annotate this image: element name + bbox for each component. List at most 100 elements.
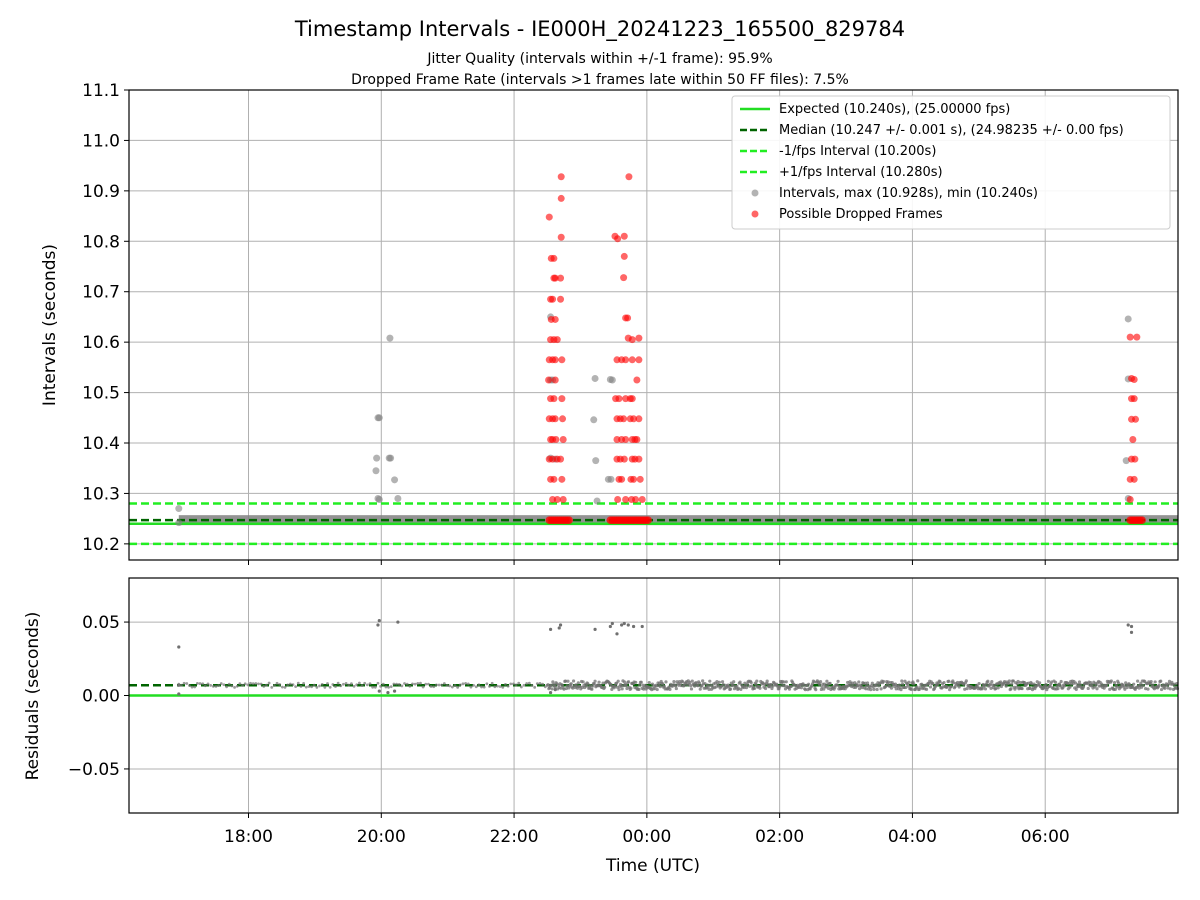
residual-band-point bbox=[512, 682, 515, 686]
residuals-points bbox=[177, 618, 1134, 696]
residual-band-point bbox=[738, 680, 742, 684]
residual-band-point bbox=[217, 684, 221, 687]
residual-band-point bbox=[964, 679, 968, 683]
dropped-frame-point bbox=[615, 395, 623, 403]
dropped-frame-point bbox=[635, 415, 643, 423]
residual-band-point bbox=[1123, 687, 1127, 691]
residual-band-point bbox=[1074, 687, 1078, 692]
residual-band-point bbox=[1035, 680, 1039, 684]
residual-band-point bbox=[384, 685, 388, 689]
residual-band-point bbox=[986, 679, 990, 683]
residual-band-point bbox=[576, 681, 580, 685]
residual-band-point bbox=[720, 680, 725, 684]
residual-band-point bbox=[411, 682, 414, 686]
interval-point bbox=[590, 416, 598, 424]
residual-band-point bbox=[897, 683, 902, 687]
dropped-frame-point bbox=[559, 435, 567, 443]
residual-band-point bbox=[262, 685, 266, 688]
residual-band-point bbox=[466, 682, 470, 686]
residual-point bbox=[640, 624, 644, 629]
residual-band-point bbox=[728, 687, 733, 691]
dropped-frame-point bbox=[547, 295, 555, 303]
legend-swatch-dropped bbox=[751, 210, 759, 218]
residual-point bbox=[386, 690, 390, 695]
residual-band-point bbox=[392, 682, 396, 686]
residual-band-point bbox=[1058, 684, 1062, 688]
residual-band-point bbox=[453, 684, 457, 687]
residual-band-point bbox=[249, 681, 252, 685]
legend-box bbox=[731, 95, 1171, 230]
residual-band-point bbox=[315, 685, 319, 689]
residual-band-point bbox=[819, 687, 823, 692]
residuals-x-tick-label: 00:00 bbox=[622, 827, 671, 847]
residual-band-point bbox=[654, 684, 659, 688]
residual-band-point bbox=[566, 679, 570, 683]
residuals-y-label: Residuals (seconds) bbox=[23, 612, 43, 781]
residual-band-point bbox=[889, 686, 894, 690]
residuals-y-tick-label: 0.05 bbox=[82, 613, 120, 633]
residual-band-point bbox=[690, 679, 694, 683]
residual-band-point bbox=[222, 683, 226, 687]
residual-band-point bbox=[272, 683, 276, 687]
dropped-frame-point bbox=[620, 274, 628, 282]
residual-band-point bbox=[603, 685, 607, 689]
residual-band-point bbox=[373, 685, 377, 689]
residual-band-point bbox=[278, 683, 282, 686]
residual-band-point bbox=[450, 685, 454, 689]
residual-band-point bbox=[765, 679, 769, 683]
residual-band-point bbox=[448, 684, 452, 688]
interval-point bbox=[391, 476, 399, 484]
residual-band-point bbox=[1078, 683, 1082, 687]
intervals-baseline-band-fill bbox=[178, 515, 1178, 526]
residual-band-point bbox=[865, 681, 870, 685]
residuals-y-tick-label: −0.05 bbox=[68, 760, 120, 780]
residual-band-point bbox=[357, 681, 361, 685]
residual-band-point bbox=[522, 683, 526, 687]
residual-band-point bbox=[569, 682, 573, 686]
residual-band-point bbox=[752, 686, 757, 691]
residual-band-point bbox=[395, 682, 398, 686]
residual-band-point bbox=[440, 683, 444, 687]
dropped-frame-point bbox=[618, 475, 626, 483]
residual-point bbox=[377, 689, 381, 693]
residual-band-point bbox=[1109, 679, 1113, 683]
residual-band-point bbox=[1018, 680, 1023, 685]
residual-band-point bbox=[782, 680, 786, 684]
residual-point bbox=[548, 627, 553, 632]
dropped-frame-point bbox=[552, 435, 560, 443]
residuals-band bbox=[177, 679, 1180, 692]
residual-band-point bbox=[947, 679, 951, 683]
intervals-y-tick-label: 10.2 bbox=[82, 535, 120, 555]
residual-band-point bbox=[1116, 681, 1121, 685]
residual-band-point bbox=[1016, 679, 1020, 684]
residual-band-point bbox=[559, 686, 563, 690]
residual-band-point bbox=[732, 680, 736, 684]
residual-band-point bbox=[771, 684, 775, 688]
residual-band-point bbox=[413, 682, 417, 686]
residual-band-point bbox=[291, 683, 295, 687]
residual-band-point bbox=[352, 684, 356, 688]
residual-band-point bbox=[206, 682, 210, 686]
residual-band-point bbox=[1006, 681, 1011, 686]
residual-band-point bbox=[763, 686, 768, 691]
residual-band-point bbox=[405, 682, 409, 686]
intervals-y-tick-label: 10.7 bbox=[82, 283, 120, 303]
dropped-frame-baseline-point bbox=[644, 516, 652, 524]
dropped-frame-point bbox=[550, 475, 558, 483]
residual-band-point bbox=[1144, 686, 1148, 691]
residual-band-point bbox=[850, 681, 855, 685]
residual-band-point bbox=[806, 682, 811, 686]
residual-band-point bbox=[1095, 687, 1099, 691]
residual-point bbox=[1129, 624, 1134, 629]
residual-band-point bbox=[856, 683, 860, 688]
dropped-frame-point bbox=[551, 376, 559, 384]
residual-band-point bbox=[408, 684, 412, 688]
residual-band-point bbox=[610, 687, 614, 692]
residual-band-point bbox=[1053, 680, 1058, 684]
dropped-frame-point bbox=[620, 232, 628, 240]
intervals-y-label: Intervals (seconds) bbox=[40, 244, 60, 406]
dropped-frame-point bbox=[551, 415, 559, 423]
residual-band-point bbox=[924, 687, 929, 691]
legend-swatch-intervals bbox=[751, 189, 759, 197]
residual-band-point bbox=[1125, 685, 1129, 690]
